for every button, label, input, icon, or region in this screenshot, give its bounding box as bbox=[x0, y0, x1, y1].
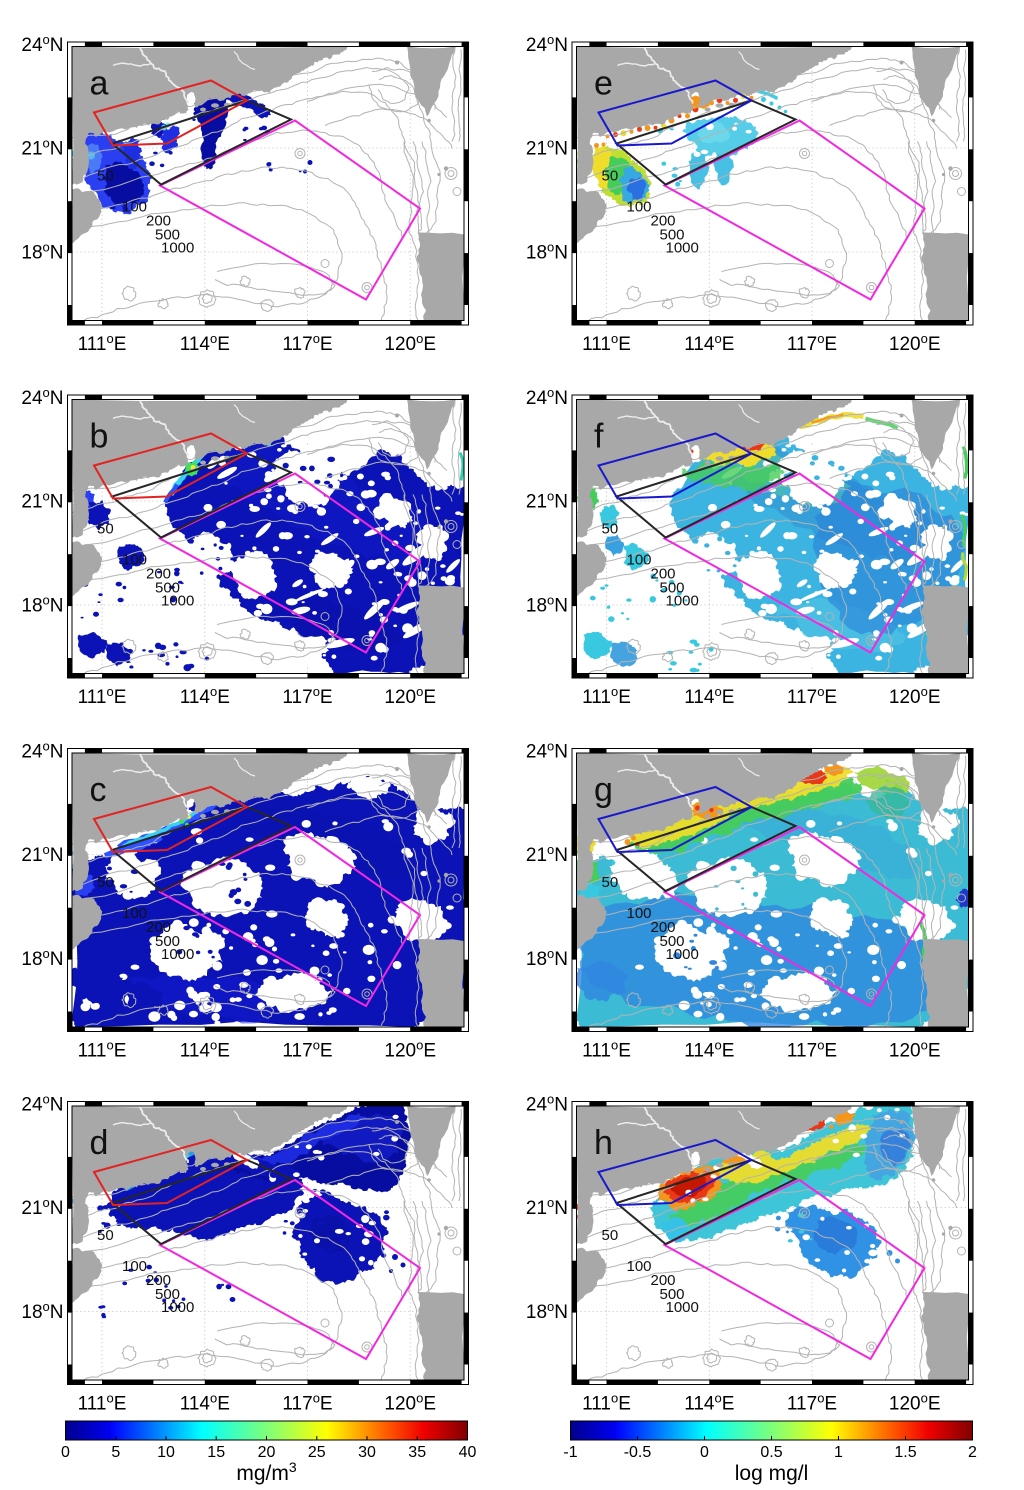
svg-text:log mg/l: log mg/l bbox=[735, 1462, 809, 1485]
svg-text:h: h bbox=[594, 1124, 613, 1162]
svg-text:mg/m3: mg/m3 bbox=[236, 1459, 297, 1485]
svg-text:1.5: 1.5 bbox=[894, 1444, 916, 1461]
svg-text:30: 30 bbox=[358, 1444, 376, 1461]
svg-text:-1: -1 bbox=[563, 1444, 577, 1461]
svg-text:0.5: 0.5 bbox=[760, 1444, 782, 1461]
svg-text:a: a bbox=[90, 65, 109, 103]
svg-text:1: 1 bbox=[834, 1444, 843, 1461]
svg-text:10: 10 bbox=[157, 1444, 175, 1461]
svg-text:40: 40 bbox=[459, 1444, 477, 1461]
svg-text:5: 5 bbox=[111, 1444, 120, 1461]
svg-text:2: 2 bbox=[968, 1444, 977, 1461]
svg-text:0: 0 bbox=[700, 1444, 709, 1461]
svg-text:e: e bbox=[594, 65, 613, 103]
svg-text:f: f bbox=[594, 418, 604, 456]
svg-text:c: c bbox=[90, 771, 107, 809]
svg-text:0: 0 bbox=[61, 1444, 70, 1461]
svg-text:35: 35 bbox=[408, 1444, 426, 1461]
svg-text:d: d bbox=[90, 1124, 109, 1162]
svg-text:b: b bbox=[90, 418, 109, 456]
svg-text:25: 25 bbox=[308, 1444, 326, 1461]
svg-text:-0.5: -0.5 bbox=[624, 1444, 652, 1461]
svg-text:g: g bbox=[594, 771, 613, 809]
svg-text:20: 20 bbox=[258, 1444, 276, 1461]
svg-text:15: 15 bbox=[207, 1444, 225, 1461]
